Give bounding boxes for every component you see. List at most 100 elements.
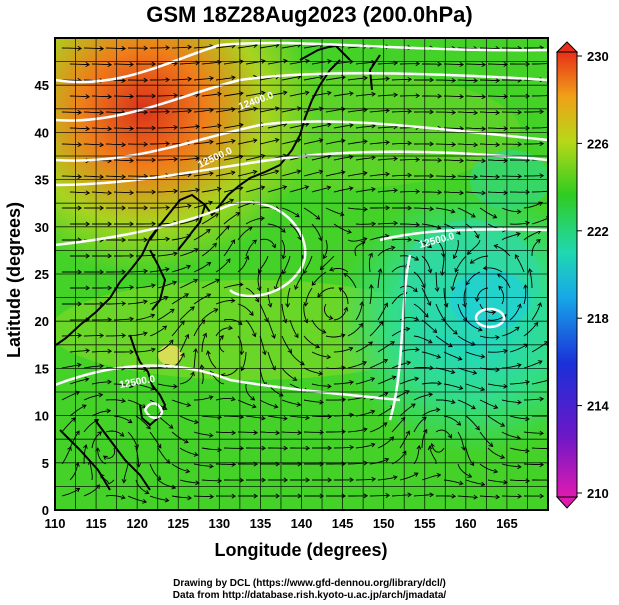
streamline-arrow bbox=[429, 492, 435, 498]
streamline-arrow bbox=[121, 46, 127, 51]
streamline bbox=[259, 303, 269, 322]
streamline-arrow bbox=[469, 259, 475, 264]
streamline-arrow bbox=[517, 464, 522, 470]
streamline bbox=[523, 322, 539, 337]
streamline-arrow bbox=[362, 427, 368, 433]
streamline bbox=[391, 110, 412, 113]
streamline-arrow bbox=[481, 94, 487, 100]
streamline-arrow bbox=[294, 285, 299, 290]
streamline bbox=[443, 479, 463, 485]
streamline bbox=[207, 350, 217, 369]
streamline-arrow bbox=[99, 363, 104, 369]
streamline bbox=[325, 108, 345, 113]
streamline bbox=[355, 223, 376, 225]
streamline-arrow bbox=[451, 77, 457, 83]
streamline bbox=[245, 217, 265, 225]
streamline bbox=[368, 253, 373, 273]
streamline-arrow bbox=[517, 493, 523, 499]
streamline-arrow bbox=[384, 457, 390, 463]
streamline bbox=[149, 431, 162, 449]
streamline bbox=[441, 255, 445, 276]
y-tick-label: 5 bbox=[42, 456, 49, 471]
streamline-arrow bbox=[67, 446, 72, 451]
streamline-arrow bbox=[363, 75, 368, 81]
streamline bbox=[223, 212, 240, 225]
streamline bbox=[289, 123, 309, 129]
streamline bbox=[400, 223, 420, 226]
streamline-arrow bbox=[194, 419, 199, 425]
streamline bbox=[479, 495, 500, 498]
streamline-arrow bbox=[120, 494, 126, 500]
streamline-arrow bbox=[127, 418, 133, 424]
streamline-arrow bbox=[368, 252, 373, 258]
streamline bbox=[443, 415, 461, 426]
streamline-arrow bbox=[186, 264, 192, 270]
streamline bbox=[201, 213, 219, 225]
streamline-arrow bbox=[282, 90, 288, 96]
streamline bbox=[69, 127, 90, 130]
streamline bbox=[135, 314, 155, 321]
streamline-arrow bbox=[85, 285, 91, 291]
streamline-arrow bbox=[129, 349, 135, 355]
streamline bbox=[157, 94, 178, 97]
streamline bbox=[157, 479, 176, 489]
streamline-arrow bbox=[252, 239, 257, 245]
streamline-arrow bbox=[424, 313, 429, 318]
streamline-arrow bbox=[321, 329, 327, 334]
streamline bbox=[267, 351, 276, 371]
streamline-arrow bbox=[525, 125, 531, 131]
streamline bbox=[179, 218, 199, 225]
streamline bbox=[259, 431, 280, 434]
streamline bbox=[289, 91, 309, 97]
streamline-arrow bbox=[75, 487, 81, 493]
streamline bbox=[157, 190, 178, 193]
streamline-arrow bbox=[495, 494, 501, 500]
streamline bbox=[325, 139, 345, 145]
streamline bbox=[413, 335, 433, 344]
streamline bbox=[399, 159, 420, 161]
streamline-arrow bbox=[415, 61, 421, 67]
streamline bbox=[532, 63, 548, 65]
streamline-arrow bbox=[99, 174, 105, 180]
streamline bbox=[201, 479, 222, 482]
streamline bbox=[105, 111, 126, 114]
streamline-arrow bbox=[370, 377, 376, 382]
streamline-arrow bbox=[382, 422, 388, 427]
streamline-arrow bbox=[260, 153, 266, 159]
streamline bbox=[215, 327, 233, 337]
streamline-arrow bbox=[328, 315, 334, 321]
streamline-arrow bbox=[143, 109, 149, 115]
streamline bbox=[289, 415, 310, 419]
y-tick-label: 40 bbox=[35, 125, 49, 140]
streamline bbox=[193, 141, 214, 145]
streamline bbox=[355, 377, 375, 385]
streamline bbox=[267, 123, 287, 129]
streamline-arrow bbox=[77, 174, 83, 180]
streamline-arrow bbox=[85, 190, 91, 196]
streamline bbox=[69, 349, 90, 353]
streamline-arrow bbox=[239, 282, 244, 287]
streamline-arrow bbox=[416, 444, 422, 450]
streamline bbox=[61, 143, 82, 146]
streamline-arrow bbox=[230, 298, 236, 303]
streamline-arrow bbox=[447, 433, 452, 439]
streamline bbox=[61, 175, 82, 178]
streamline bbox=[487, 383, 508, 387]
x-tick-label: 165 bbox=[496, 516, 518, 531]
streamline bbox=[69, 404, 87, 417]
y-tick-label: 0 bbox=[42, 503, 49, 518]
streamline bbox=[281, 170, 301, 177]
streamline bbox=[435, 239, 445, 257]
streamline bbox=[465, 63, 486, 66]
streamline-arrow bbox=[165, 141, 171, 147]
streamline-arrow bbox=[343, 306, 349, 312]
lat-lon-grid bbox=[55, 38, 548, 510]
streamline bbox=[476, 287, 489, 302]
streamline-arrow bbox=[447, 342, 453, 348]
streamline bbox=[267, 186, 287, 193]
streamline-arrow bbox=[338, 287, 344, 292]
streamline-arrow bbox=[239, 350, 245, 356]
streamline-arrow bbox=[432, 328, 438, 333]
streamline-arrow bbox=[237, 320, 243, 326]
streamline-arrow bbox=[151, 125, 157, 131]
